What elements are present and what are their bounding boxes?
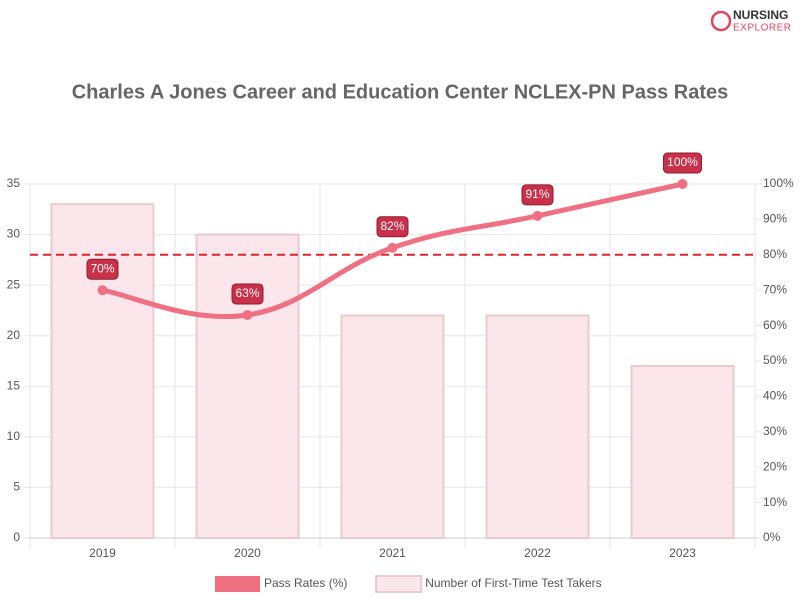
- legend-swatch: [215, 576, 260, 592]
- line-point: [677, 179, 688, 189]
- line-point: [532, 210, 543, 221]
- data-label-box: [663, 152, 702, 174]
- y2-tick-label: 40%: [763, 389, 787, 403]
- x-tick-label: 2020: [234, 546, 261, 560]
- y2-tick-label: 10%: [763, 495, 787, 509]
- chart-title: Charles A Jones Career and Education Cen…: [72, 81, 729, 103]
- y-tick-label: 25: [7, 277, 21, 291]
- logo-icon: [710, 10, 732, 32]
- y-tick-label: 15: [7, 378, 21, 392]
- y2-tick-label: 30%: [763, 424, 787, 438]
- line-point: [242, 309, 253, 320]
- y2-tick-label: 50%: [763, 353, 787, 367]
- y2-tick-label: 80%: [763, 247, 787, 261]
- y2-tick-label: 70%: [763, 282, 787, 296]
- y-tick-label: 30: [7, 227, 21, 241]
- y-tick-label: 0: [13, 530, 20, 544]
- x-tick-label: 2021: [379, 546, 406, 560]
- y2-tick-label: 100%: [763, 176, 794, 190]
- data-label: 82%: [380, 219, 404, 233]
- bar: [485, 314, 590, 539]
- logo-text: EXPLORER: [733, 23, 791, 34]
- y-tick-label: 10: [7, 429, 21, 443]
- y2-tick-label: 60%: [763, 318, 787, 332]
- y-tick-label: 35: [7, 176, 21, 190]
- y2-tick-label: 90%: [763, 212, 787, 226]
- logo-text: NURSING: [733, 8, 788, 22]
- line-point: [97, 285, 108, 296]
- bar: [630, 365, 735, 539]
- x-tick-label: 2019: [89, 546, 116, 560]
- y2-tick-label: 20%: [763, 459, 787, 473]
- bar: [195, 233, 300, 539]
- data-label: 63%: [235, 286, 259, 300]
- legend-swatch: [375, 575, 423, 593]
- data-label-box: [231, 283, 264, 305]
- x-tick-label: 2023: [669, 546, 696, 560]
- line-point: [387, 242, 398, 253]
- legend-label: Pass Rates (%): [264, 576, 347, 590]
- data-label: 100%: [667, 155, 698, 169]
- legend-label: Number of First-Time Test Takers: [425, 576, 601, 590]
- x-tick-label: 2022: [524, 546, 551, 560]
- data-label: 91%: [525, 187, 549, 201]
- data-label-box: [86, 258, 119, 280]
- data-label-box: [376, 216, 409, 238]
- bar: [340, 314, 445, 539]
- y2-tick-label: 0%: [763, 530, 781, 544]
- data-label-box: [521, 184, 554, 206]
- y-tick-label: 20: [7, 328, 21, 342]
- y-tick-label: 5: [13, 480, 20, 494]
- data-label: 70%: [90, 261, 114, 275]
